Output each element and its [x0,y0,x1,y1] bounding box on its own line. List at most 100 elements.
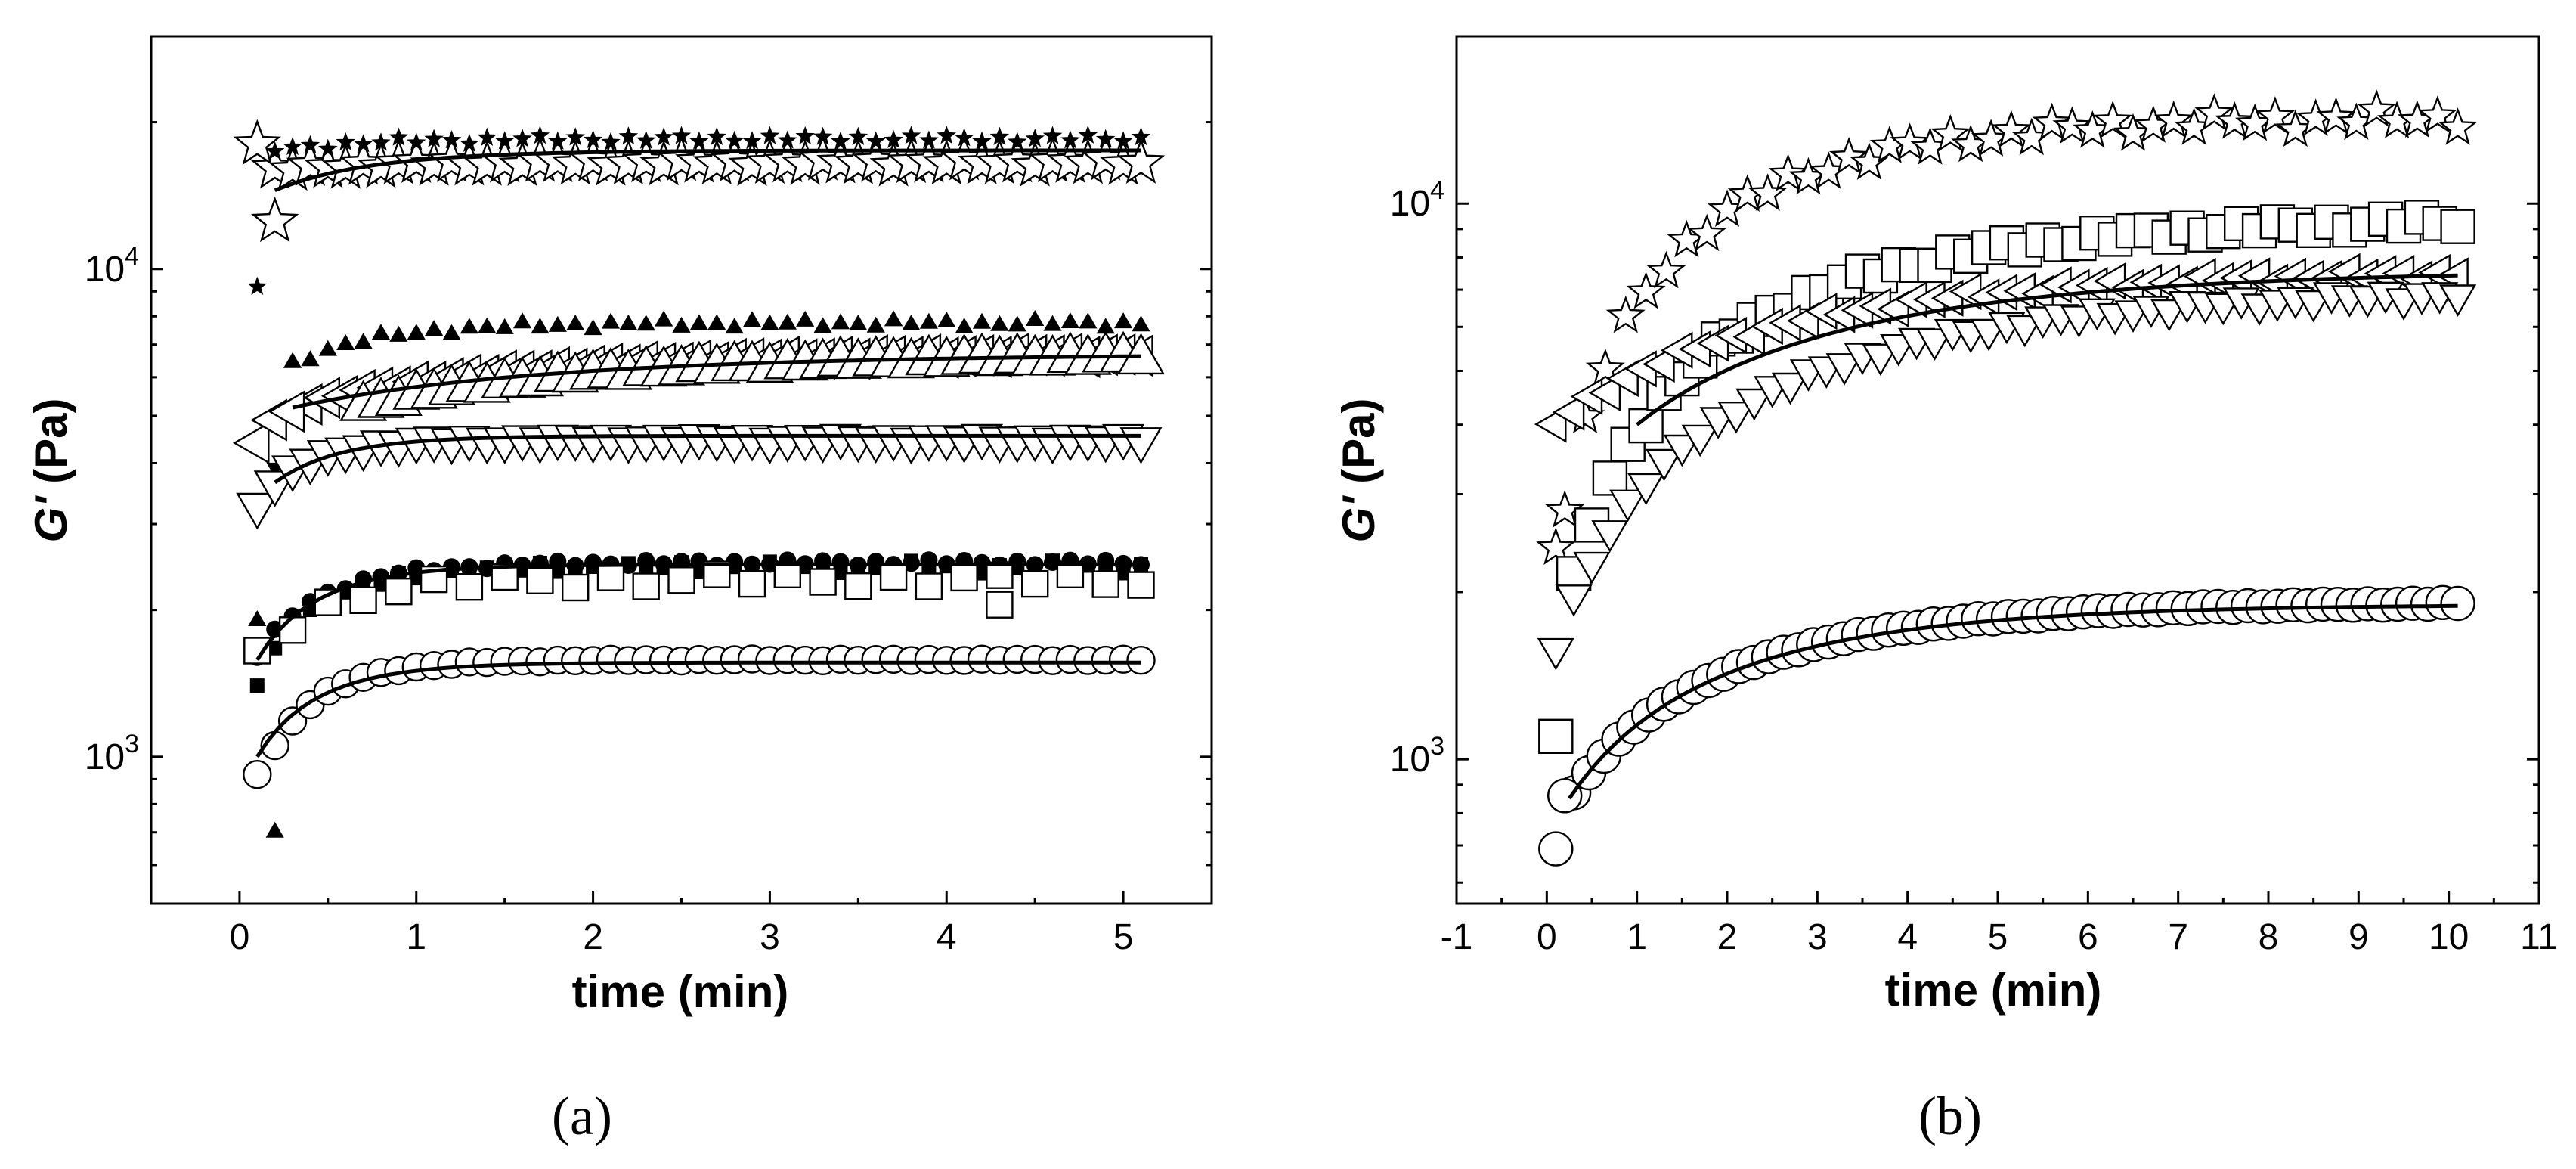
panel-b-label: (b) [1918,1086,1982,1146]
data-point [915,572,943,600]
x-tick-label: 0 [230,917,250,957]
data-point [937,311,956,327]
data-point [232,421,270,464]
data-point [531,318,550,334]
data-point [742,311,762,327]
data-point [349,586,377,614]
data-point [2255,96,2296,134]
data-point [1643,345,1675,383]
data-point [1768,153,1808,191]
panel-b-data-points [1534,89,2478,867]
series-filled-star [247,125,1151,295]
data-point [1930,113,1971,152]
data-point [233,119,282,166]
data-point [1113,131,1133,150]
data-point [1573,551,1611,584]
data-point [1915,328,1954,361]
data-point [1628,408,1664,444]
panel-a: 0 1 2 3 4 5 103 104 time (min) G' (Pa) (a) [26,35,1213,1146]
data-point [584,319,602,336]
data-point [1538,718,1574,754]
data-point [1043,315,1062,331]
series-open-star [1536,89,2478,565]
data-point [655,310,673,327]
x-tick-label: 7 [2168,917,2188,957]
fit-open-circle-line [255,660,1141,758]
data-point [1060,312,1080,328]
data-point [901,126,921,144]
data-point [1717,402,1755,434]
panel-a-y-axis-symbol: G' [26,495,76,543]
data-point [283,352,302,368]
data-point [268,390,305,433]
data-point [1116,333,1165,375]
panel-b-y-axis-unit: (Pa) [1333,398,1384,497]
data-point [460,318,479,334]
data-point [1609,489,1647,522]
data-point [2032,102,2072,141]
data-point [1585,348,1625,386]
data-point [742,131,762,150]
data-point [2006,315,2044,348]
data-point [1588,374,1621,412]
data-point [636,130,656,149]
data-point [618,126,639,145]
data-point [760,126,780,144]
panel-a-x-axis-title: time (min) [572,966,789,1017]
data-point [865,131,886,150]
panel-a-y-axis-title: G' (Pa) [26,398,76,543]
data-point [1991,110,2031,148]
data-point [919,130,939,149]
data-point [1127,571,1155,599]
data-point [972,131,992,150]
fit-open-triangle-down-line [274,433,1141,485]
data-point [1547,778,1583,814]
y-tick-label: 104 [85,242,139,290]
data-point [1538,831,1574,867]
data-point [689,131,709,150]
data-point [371,132,391,151]
data-point [236,492,279,530]
series-open-triangle-down [1537,281,2477,671]
x-tick-label: -1 [1441,917,1473,957]
data-point [778,313,797,330]
data-point [1687,213,1727,252]
y-tick-label: 103 [85,730,139,777]
data-point [884,129,903,149]
x-tick-label: 2 [1717,917,1738,957]
panel-b-x-axis-title: time (min) [1885,965,2102,1016]
data-point [247,276,268,295]
x-tick-label: 4 [937,917,957,957]
data-point [243,759,272,789]
data-point [725,318,744,334]
data-point [283,136,302,156]
x-tick-label: 5 [1113,917,1134,957]
data-point [1020,569,1049,598]
data-point [477,127,497,146]
data-point [407,324,426,340]
x-tick-label: 2 [583,917,603,957]
data-point [548,131,568,150]
data-point [1026,309,1045,326]
data-point [1555,584,1593,617]
panel-a-data-points [232,119,1166,838]
data-point [494,131,515,150]
data-point [778,130,797,149]
data-point [809,568,837,596]
data-point [724,130,745,150]
data-point [455,573,484,601]
panel-a-y-axis-unit: (Pa) [26,398,76,497]
data-point [955,317,974,333]
data-point [353,134,373,153]
data-point [1126,646,1156,675]
data-point [1545,490,1585,528]
data-point [1008,315,1026,332]
data-point [849,314,868,330]
x-tick-label: 0 [1537,917,1557,957]
x-tick-label: 3 [760,917,780,957]
data-point [1681,424,1719,457]
data-point [1610,426,1646,462]
data-point [990,315,1009,331]
data-point [441,129,462,149]
data-point [950,563,978,592]
